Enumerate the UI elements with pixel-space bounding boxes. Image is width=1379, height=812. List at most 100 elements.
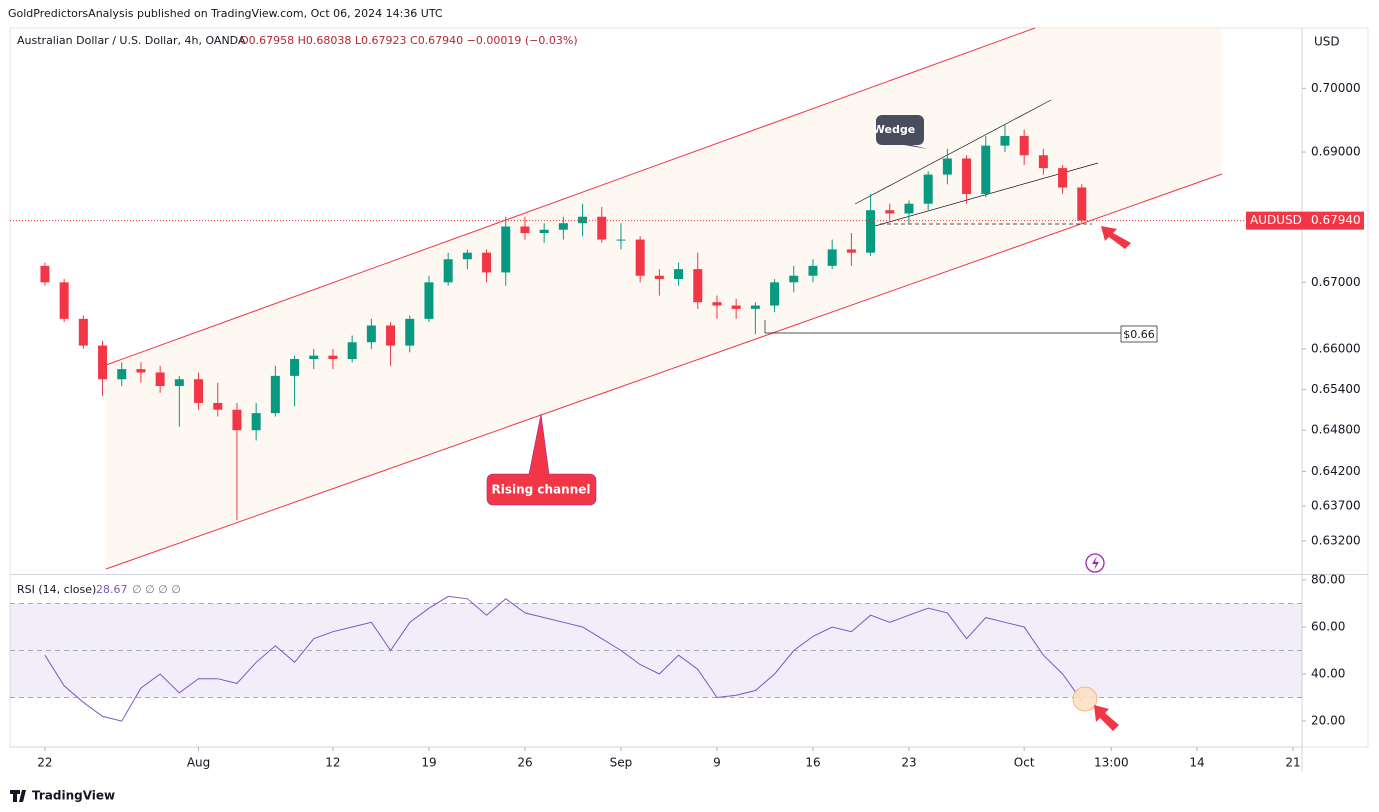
candle-body xyxy=(942,158,952,175)
y-tick-label: 0.65400 xyxy=(1311,382,1361,396)
y-tick-label: 80.00 xyxy=(1311,572,1345,586)
arrow-rsi xyxy=(1094,705,1119,731)
candle-body xyxy=(194,379,204,403)
candle-body xyxy=(578,216,588,224)
candle-body xyxy=(1058,168,1068,188)
wedge-callout xyxy=(872,115,928,149)
candle-body xyxy=(443,259,453,283)
candle-body xyxy=(1019,136,1029,156)
x-tick-label: 26 xyxy=(517,756,532,770)
candle-body xyxy=(290,359,300,376)
x-tick-label: 23 xyxy=(901,756,916,770)
last-price-label: 0.67940 xyxy=(1311,213,1361,227)
candle-body xyxy=(251,413,261,431)
candle-body xyxy=(674,269,684,280)
rsi-highlight xyxy=(1072,686,1098,712)
rsi-band xyxy=(10,603,1302,698)
quote: O0.67958 H0.68038 L0.67923 C0.67940 −0.0… xyxy=(240,34,578,47)
y-tick-label: 0.63700 xyxy=(1311,499,1361,513)
x-tick-label: Aug xyxy=(187,756,210,770)
x-tick-label: 19 xyxy=(421,756,436,770)
candle-body xyxy=(731,305,741,309)
rsi-params: ∅ ∅ ∅ ∅ xyxy=(132,583,181,596)
candle-body xyxy=(1077,187,1087,221)
candle-body xyxy=(309,355,319,360)
candle-body xyxy=(174,379,184,387)
candle-body xyxy=(923,174,933,204)
currency[interactable]: USD xyxy=(1314,35,1340,49)
candle-body xyxy=(1000,136,1010,146)
candle-body xyxy=(827,249,837,266)
candle-body xyxy=(462,252,472,260)
channel-callout xyxy=(486,413,597,506)
x-tick-label: Oct xyxy=(1014,756,1035,770)
candle-body xyxy=(539,229,549,234)
candle-body xyxy=(962,158,972,194)
candle-body xyxy=(136,369,146,373)
source-line: GoldPredictorsAnalysis published on Trad… xyxy=(8,7,443,20)
alert-bolt xyxy=(1092,556,1099,570)
wedge-upper xyxy=(854,99,1052,205)
y-tick-label: 0.69000 xyxy=(1311,145,1361,159)
candle-body xyxy=(654,275,664,280)
brand-logo xyxy=(10,790,26,802)
rsi-line xyxy=(44,595,1083,722)
candle-body xyxy=(405,318,415,346)
candle-body xyxy=(1038,155,1048,169)
symbol-title: Australian Dollar / U.S. Dollar, 4h, OAN… xyxy=(17,34,246,47)
candle-body xyxy=(482,252,492,273)
candle-body xyxy=(981,145,991,194)
candle-body xyxy=(789,275,799,283)
x-tick-label: 12 xyxy=(325,756,340,770)
candle-body xyxy=(155,372,165,387)
candle-body xyxy=(846,249,856,253)
channel-label: Rising channel xyxy=(491,483,590,497)
candle-body xyxy=(232,409,242,431)
symbol-label: AUDUSD xyxy=(1250,213,1302,227)
support-box xyxy=(1120,325,1158,343)
wedge-label: Wedge xyxy=(873,123,915,136)
candle-body xyxy=(558,223,568,230)
y-tick-label: 40.00 xyxy=(1311,667,1345,681)
candle-body xyxy=(693,269,703,303)
candle-body xyxy=(270,375,280,414)
candle-body xyxy=(98,345,108,380)
candles xyxy=(40,125,1087,520)
candle-body xyxy=(424,282,434,319)
candle-body xyxy=(750,305,760,309)
brand[interactable]: TradingView xyxy=(32,789,115,803)
y-tick-label: 0.64200 xyxy=(1311,464,1361,478)
arrow-price xyxy=(1101,226,1131,249)
y-tick-label: 0.67000 xyxy=(1311,275,1361,289)
channel-lower xyxy=(105,173,1223,570)
candle-body xyxy=(213,402,223,410)
candle-body xyxy=(501,226,511,273)
candle-body xyxy=(616,239,626,241)
candle-body xyxy=(635,239,645,276)
y-tick-label: 60.00 xyxy=(1311,619,1345,633)
candle-body xyxy=(597,216,607,240)
x-tick-label: 9 xyxy=(713,756,721,770)
rsi-value: 28.67 xyxy=(96,583,128,596)
candle-body xyxy=(904,203,914,214)
y-tick-label: 0.64800 xyxy=(1311,423,1361,437)
candle-body xyxy=(40,265,50,283)
x-tick-label: 14 xyxy=(1189,756,1204,770)
rsi-title: RSI (14, close) xyxy=(17,583,96,596)
candle-body xyxy=(885,210,895,214)
y-tick-label: 0.70000 xyxy=(1311,81,1361,95)
candle-body xyxy=(386,325,396,346)
y-tick-label: 0.63200 xyxy=(1311,533,1361,547)
candle-body xyxy=(366,325,376,343)
y-tick-label: 0.66000 xyxy=(1311,341,1361,355)
candle-body xyxy=(78,318,88,346)
candle-body xyxy=(712,302,722,306)
y-tick-label: 20.00 xyxy=(1311,714,1345,728)
channel-upper xyxy=(105,27,1036,366)
x-tick-label: 16 xyxy=(805,756,820,770)
candle-body xyxy=(117,369,127,380)
x-tick-label: 22 xyxy=(37,756,52,770)
support-label: $0.66 xyxy=(1123,328,1155,341)
x-tick-label: 21 xyxy=(1285,756,1300,770)
